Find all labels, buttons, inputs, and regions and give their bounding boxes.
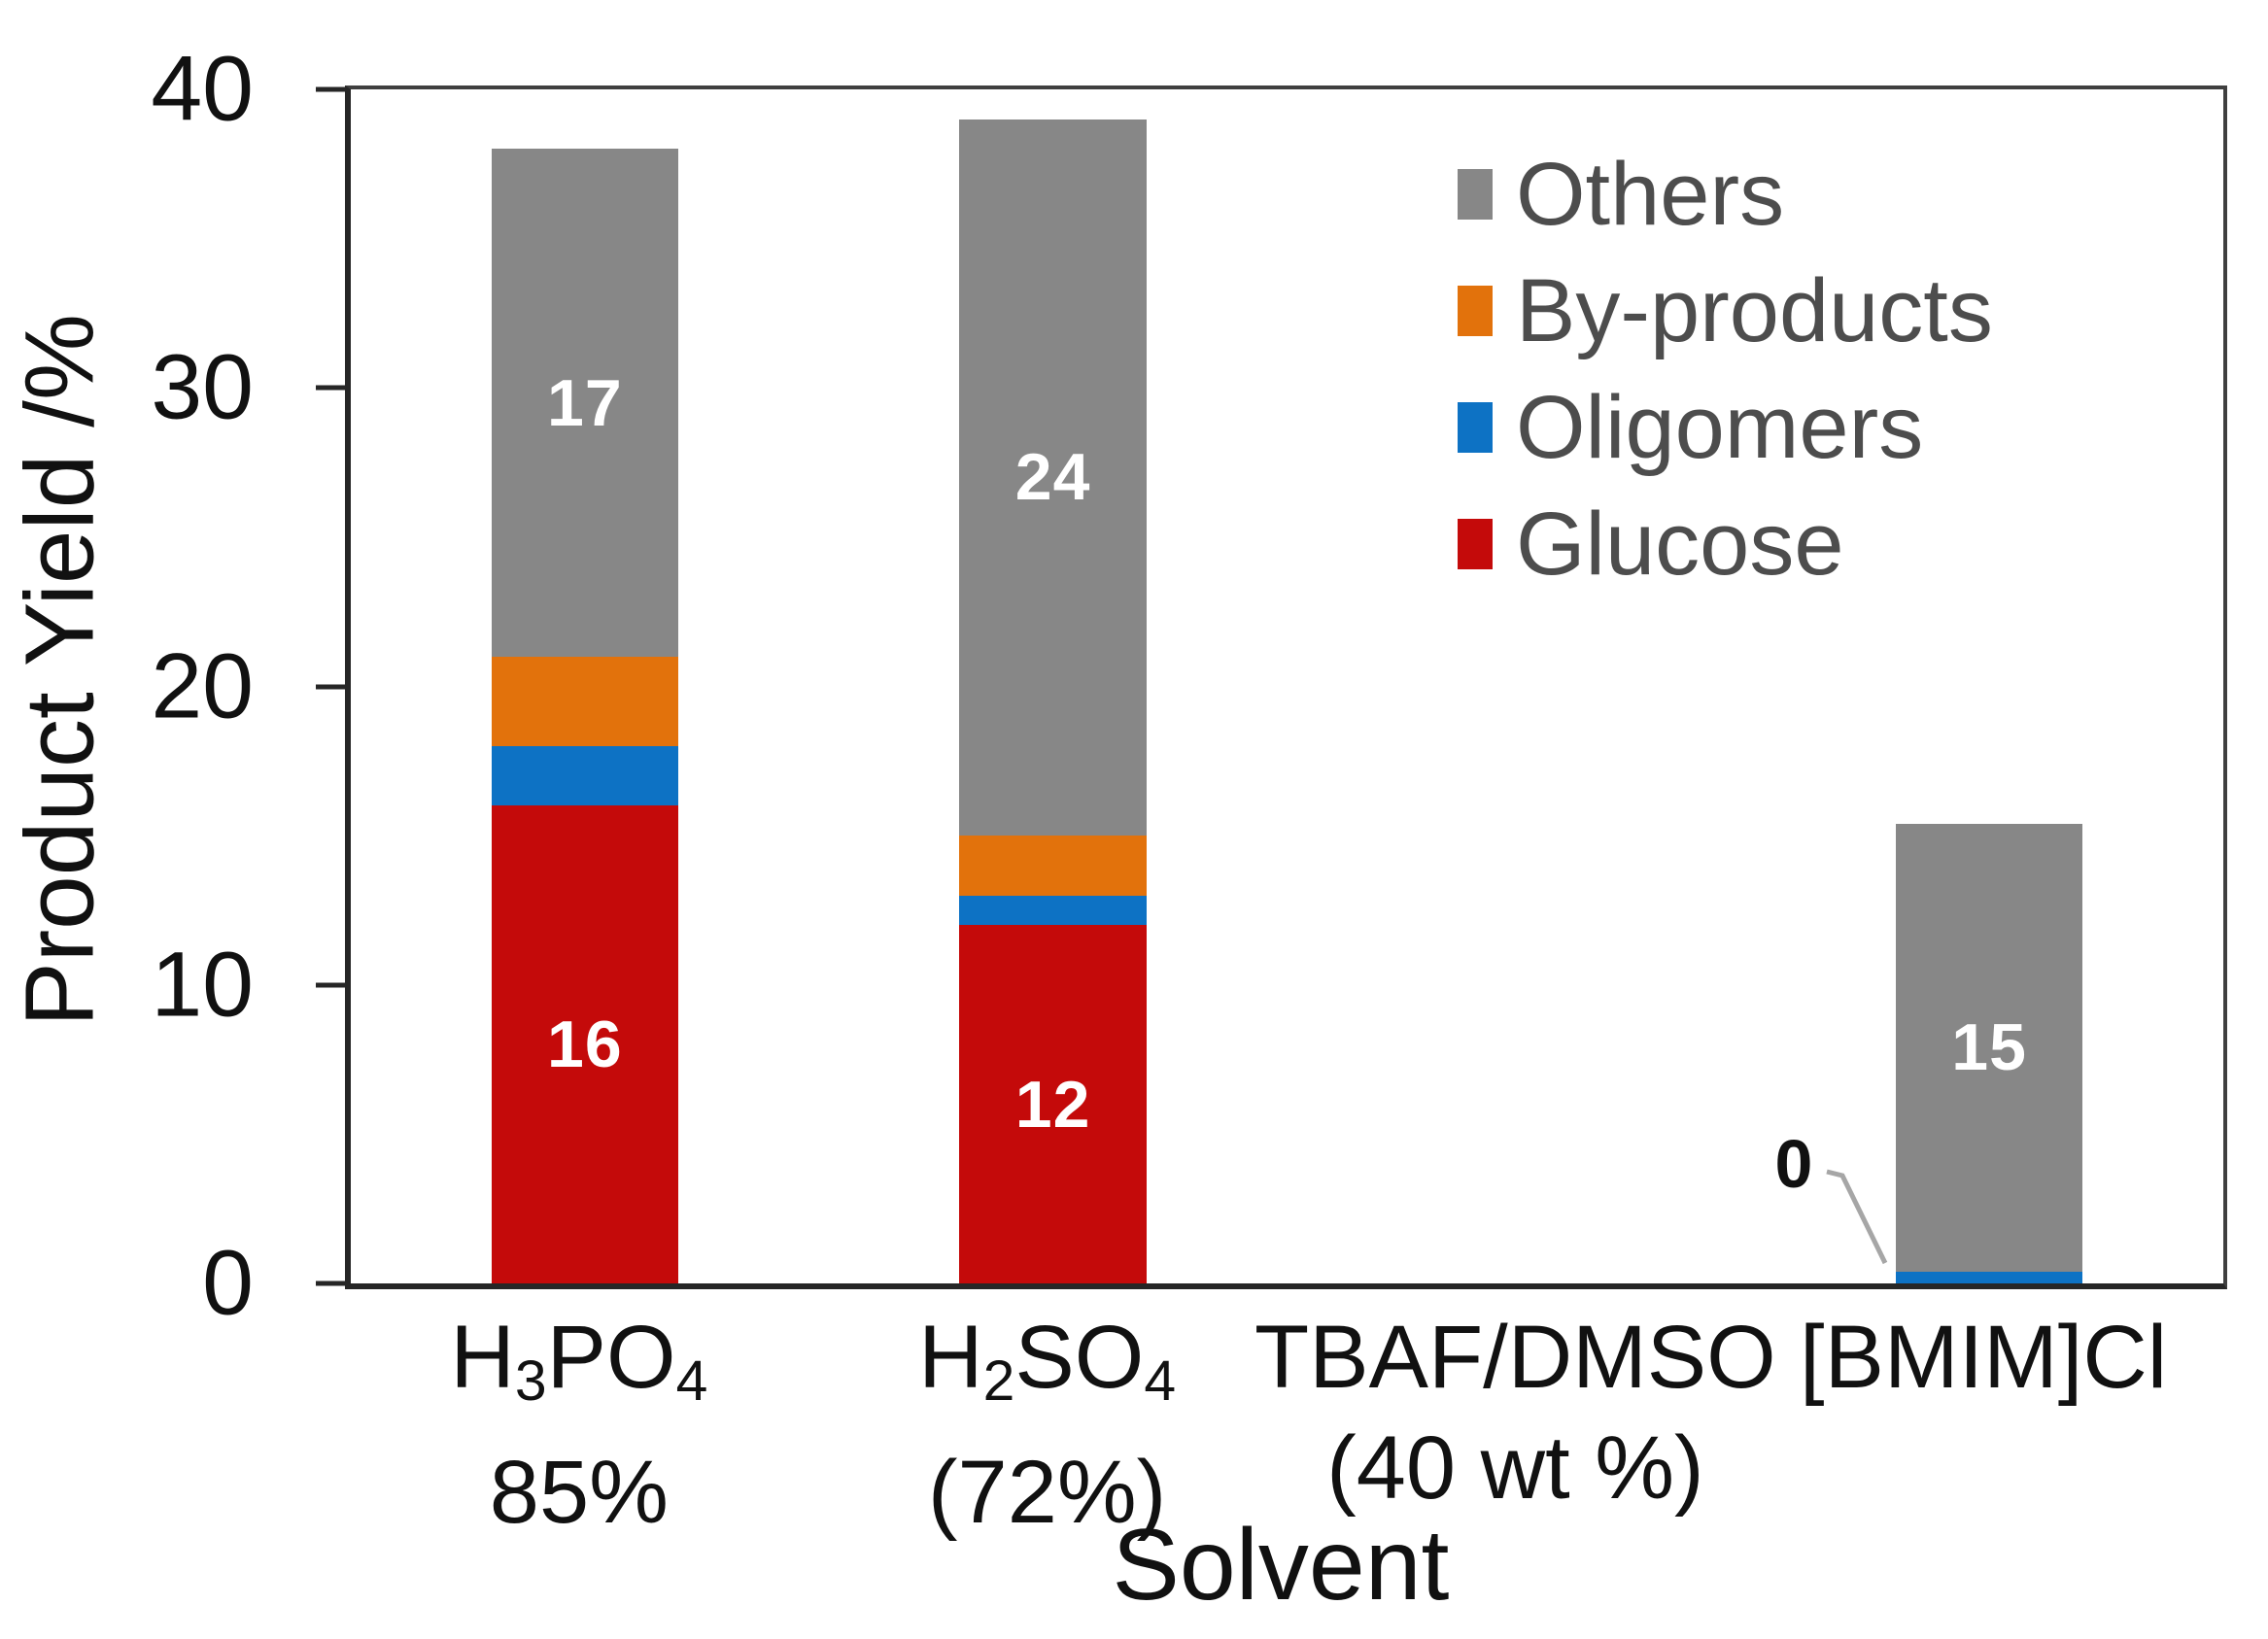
y-tick-label-10: 10: [151, 933, 254, 1037]
legend-label: By-products: [1516, 260, 1993, 360]
plot-area: 0 10 20 30 40 16 17 12 24 15: [151, 43, 2227, 1329]
legend-label: Others: [1516, 144, 1785, 244]
y-tick-label-40: 40: [151, 37, 254, 141]
y-tick-label-30: 30: [151, 335, 254, 439]
legend-swatch-icon: [1458, 402, 1493, 453]
y-tick-mark-0: [316, 1280, 345, 1286]
bar-segment-oligomers-0: [491, 745, 679, 806]
legend-item-others: Others: [1458, 136, 1993, 253]
x-axis-title: Solvent: [1112, 1509, 1450, 1622]
legend-swatch-icon: [1458, 169, 1493, 220]
bar-segment-glucose-1: 12: [959, 925, 1147, 1283]
bar-segment-others-3: 15: [1895, 823, 2083, 1272]
y-tick-mark-40: [316, 86, 345, 92]
legend-item-glucose: Glucose: [1458, 486, 1993, 602]
x-category-labels: H3PO4 85% H2SO4 (72%) TBAF/DMSO (40 wt %) [BMI…: [345, 1302, 2217, 1545]
x-category-label-1: H2SO4 (72%): [918, 1308, 1177, 1542]
y-tick-mark-10: [316, 982, 345, 988]
bar-value-label: 17: [547, 365, 623, 440]
bar-segment-others-0: 17: [491, 149, 679, 657]
bar-segment-others-1: 24: [959, 119, 1147, 837]
legend-label: Glucose: [1516, 494, 1844, 594]
y-tick-mark-30: [316, 385, 345, 391]
y-tick-label-20: 20: [151, 634, 254, 737]
zero-label-leader-line: [1826, 1169, 1888, 1265]
legend-item-byproducts: By-products: [1458, 253, 1993, 369]
bar-segment-byproducts-0: [491, 656, 679, 746]
bar-segment-byproducts-1: [959, 836, 1147, 896]
y-tick-label-0: 0: [202, 1231, 254, 1335]
bar-value-label: 12: [1014, 1067, 1091, 1142]
legend: Others By-products Oligomers Glucose: [1458, 136, 1993, 602]
legend-label: Oligomers: [1516, 377, 1924, 477]
x-category-label-2: TBAF/DMSO (40 wt %): [1254, 1308, 1776, 1518]
x-category-label-0: H3PO4 85%: [450, 1308, 708, 1542]
bar-segment-glucose-0: 16: [491, 805, 679, 1283]
bar-value-label: 16: [547, 1007, 623, 1082]
bar-value-label: 15: [1951, 1010, 2027, 1085]
bar-segment-oligomers-1: [959, 895, 1147, 926]
legend-swatch-icon: [1458, 519, 1493, 569]
legend-item-oligomers: Oligomers: [1458, 369, 1993, 486]
bar-value-label: 24: [1014, 440, 1091, 515]
legend-swatch-icon: [1458, 286, 1493, 336]
zero-data-label: 0: [1774, 1126, 1813, 1202]
x-category-label-3: [BMIM]Cl: [1800, 1308, 2168, 1407]
bar-segment-oligomers-3: [1895, 1271, 2083, 1283]
y-tick-mark-20: [316, 684, 345, 689]
